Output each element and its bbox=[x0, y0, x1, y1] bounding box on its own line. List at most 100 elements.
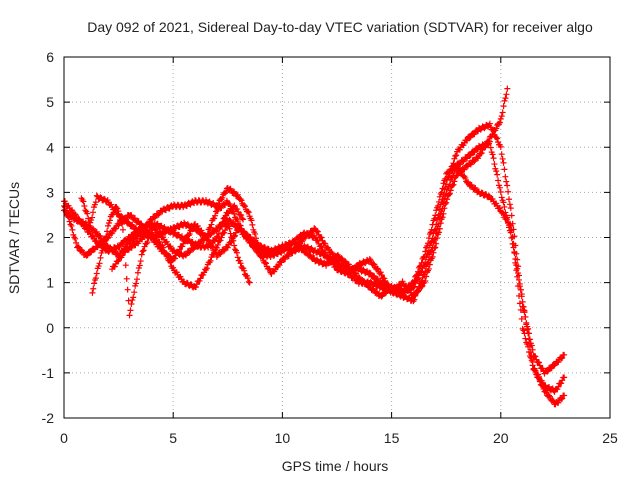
data-point bbox=[446, 190, 453, 197]
data-point bbox=[115, 257, 122, 264]
data-point bbox=[69, 226, 76, 233]
data-point bbox=[141, 225, 148, 232]
data-point bbox=[536, 375, 543, 382]
data-point bbox=[208, 221, 215, 228]
data-point bbox=[127, 307, 134, 314]
data-point bbox=[256, 248, 263, 255]
data-point bbox=[238, 197, 245, 204]
y-tick-label: -1 bbox=[42, 365, 55, 381]
data-point bbox=[500, 199, 507, 206]
data-point bbox=[219, 219, 226, 226]
data-point bbox=[438, 189, 445, 196]
data-point bbox=[240, 216, 247, 223]
data-point bbox=[119, 221, 126, 228]
data-point bbox=[371, 273, 378, 280]
data-point bbox=[524, 341, 531, 348]
data-point bbox=[134, 269, 141, 276]
data-point bbox=[262, 259, 269, 266]
data-point bbox=[145, 220, 152, 227]
y-tick-label: 0 bbox=[46, 320, 54, 336]
data-point bbox=[237, 195, 244, 202]
data-point bbox=[442, 201, 449, 208]
data-point bbox=[234, 191, 241, 198]
data-point bbox=[394, 285, 401, 292]
data-point bbox=[247, 239, 254, 246]
data-point bbox=[464, 163, 471, 170]
data-point bbox=[378, 271, 385, 278]
data-point bbox=[497, 189, 504, 196]
data-point bbox=[120, 237, 127, 244]
data-point bbox=[246, 279, 253, 286]
data-point bbox=[204, 230, 211, 237]
data-point bbox=[555, 383, 562, 390]
data-point bbox=[332, 253, 339, 260]
data-point bbox=[526, 343, 533, 350]
data-point bbox=[435, 203, 442, 210]
x-tick-label: 20 bbox=[493, 430, 509, 446]
data-point bbox=[129, 297, 136, 304]
data-point bbox=[90, 209, 97, 216]
data-point bbox=[493, 125, 500, 132]
data-point bbox=[509, 241, 516, 248]
data-point bbox=[220, 215, 227, 222]
data-point bbox=[188, 222, 195, 229]
data-point bbox=[516, 276, 522, 283]
data-point bbox=[91, 201, 98, 208]
data-point bbox=[97, 254, 104, 261]
data-point bbox=[430, 249, 437, 256]
data-point bbox=[175, 249, 182, 256]
data-point bbox=[429, 221, 436, 228]
data-point bbox=[134, 276, 141, 283]
data-point bbox=[521, 307, 528, 314]
data-point bbox=[452, 152, 459, 159]
data-point bbox=[510, 244, 517, 251]
data-point bbox=[425, 265, 432, 272]
data-point bbox=[508, 212, 515, 219]
x-tick-label: 25 bbox=[602, 430, 618, 446]
data-point bbox=[419, 282, 426, 289]
data-point bbox=[215, 200, 222, 207]
data-point bbox=[514, 273, 521, 280]
data-point bbox=[167, 259, 174, 266]
data-point bbox=[445, 191, 452, 198]
data-point bbox=[143, 232, 150, 239]
data-point bbox=[237, 260, 244, 267]
data-point bbox=[427, 229, 434, 236]
data-point bbox=[67, 221, 74, 228]
data-point bbox=[432, 244, 439, 251]
data-point bbox=[258, 253, 265, 260]
data-point bbox=[423, 273, 430, 280]
data-point bbox=[292, 248, 299, 255]
data-point bbox=[561, 374, 568, 381]
data-point bbox=[138, 251, 145, 258]
data-point bbox=[536, 378, 543, 385]
data-point bbox=[536, 359, 543, 366]
data-point bbox=[424, 243, 431, 250]
data-point bbox=[193, 281, 200, 288]
data-point bbox=[370, 260, 377, 267]
data-point bbox=[502, 95, 509, 102]
data-point bbox=[424, 260, 431, 267]
data-point bbox=[214, 233, 221, 240]
data-point bbox=[244, 208, 251, 215]
data-point bbox=[447, 187, 454, 194]
data-point bbox=[160, 244, 167, 251]
data-point bbox=[137, 258, 144, 265]
data-point bbox=[192, 240, 199, 247]
data-point bbox=[425, 240, 431, 247]
data-point bbox=[500, 159, 507, 166]
data-point bbox=[325, 246, 332, 253]
data-point bbox=[313, 228, 320, 235]
data-point bbox=[104, 197, 111, 204]
data-point bbox=[95, 263, 102, 270]
data-point bbox=[421, 253, 428, 260]
data-point bbox=[318, 243, 325, 250]
y-tick-label: 5 bbox=[46, 94, 54, 110]
data-point bbox=[318, 234, 325, 241]
data-point bbox=[84, 210, 91, 217]
data-point bbox=[429, 253, 436, 260]
data-point bbox=[152, 234, 159, 241]
data-point bbox=[241, 202, 248, 209]
data-point bbox=[104, 228, 111, 235]
data-point bbox=[128, 300, 135, 307]
